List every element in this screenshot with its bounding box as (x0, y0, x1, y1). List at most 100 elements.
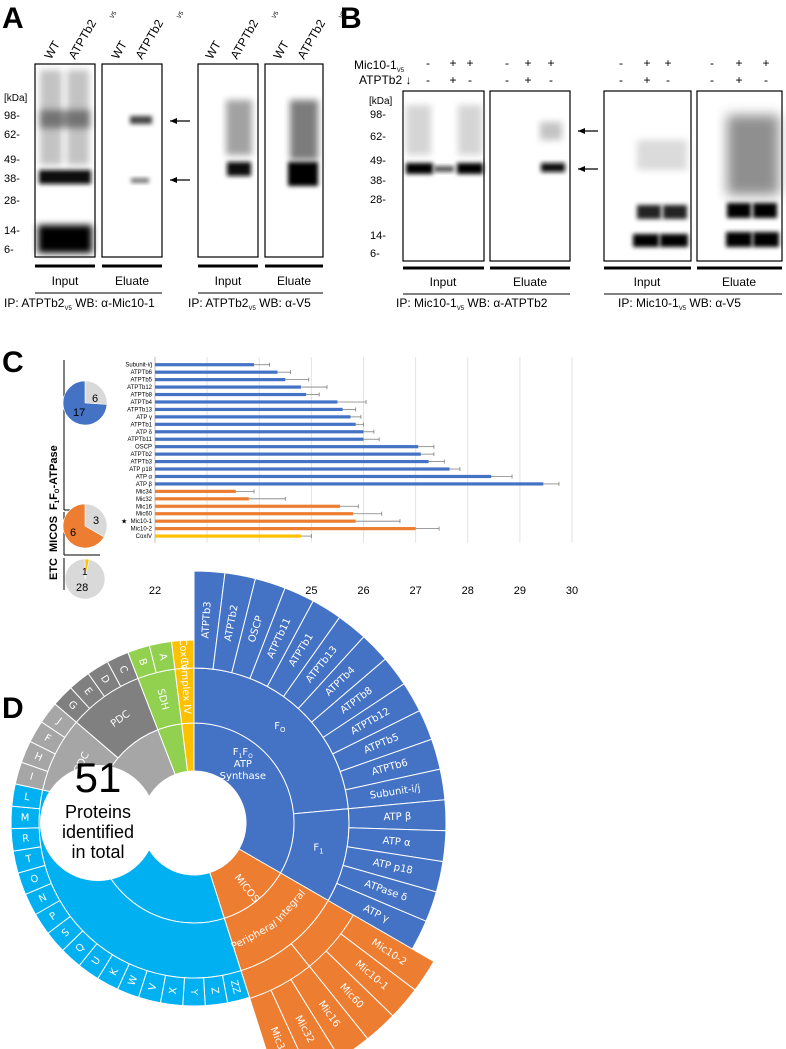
panelD-sunburst: ATPTb3 ATPTb2 OSCP ATPTb11ATPTb1ATPTb13ATPT… (10, 570, 447, 1049)
pie-slice-small (84, 503, 108, 538)
sign-row1: + (547, 56, 554, 70)
leaf-label-green: B (136, 657, 149, 667)
marker-label: 38- (370, 175, 386, 187)
label-synthase: Synthase (220, 771, 266, 782)
bar (155, 489, 236, 493)
category-label: ATPTb13 (127, 407, 153, 413)
category-label: ATP p18 (129, 467, 152, 473)
sign-row1: - (710, 56, 714, 70)
category-label: ATP γ (136, 415, 152, 421)
svg-text:Eluate: Eluate (722, 275, 756, 289)
panelA-caption-1: IP: ATPTb2V5 WB: α-Mic10-1 (4, 296, 155, 312)
panelB-signs: --+++---+++---+++---+++- (426, 56, 770, 87)
leaf-yellow (170, 639, 195, 670)
marker-label: 49- (4, 154, 20, 166)
x-tick-label: 30 (566, 585, 578, 597)
category-label: ATPTb11 (128, 437, 153, 443)
leaf-label-gray: J (54, 716, 64, 727)
label-f1fo: F1FO (233, 747, 253, 760)
center-line-2: identified (62, 822, 134, 842)
pie-slice-big (62, 380, 108, 426)
panel-letter-b: B (340, 2, 362, 35)
panelC-bar-chart: Subunit-i/jATPTb6ATPTb5ATPTb12ATPTb8ATPT… (121, 357, 578, 597)
leaf-label-cyan: Z (208, 987, 220, 995)
panelA-markers: 98- 62- 49- 38- 28- 14- 6- (4, 110, 20, 256)
sign-row2: - (764, 73, 768, 87)
bar (155, 422, 356, 426)
pie-label: 17 (73, 407, 85, 419)
sign-row1: + (643, 56, 650, 70)
category-label: OSCP (135, 445, 152, 451)
label-fo: FO (274, 721, 286, 734)
leaf-label-gray: I (28, 772, 34, 783)
lane-label-v5-sub-4: V5 (339, 10, 348, 20)
bar (155, 430, 364, 434)
lane-label-v5-sub: V5 (110, 10, 119, 20)
panelA-box-labels: Input Eluate Input Eluate (35, 264, 323, 294)
bar (155, 392, 307, 397)
bar (155, 415, 351, 419)
category-label: ATPTb3 (130, 460, 152, 466)
x-tick-label: 22 (149, 585, 161, 597)
leaf-label-gray: E (81, 686, 94, 698)
label-input-2: Input (215, 274, 242, 288)
panelB-box-labels: Input Eluate Input Eluate (403, 266, 782, 295)
marker-label: 98- (370, 109, 386, 121)
marker-label: 28- (4, 195, 20, 207)
category-label: ATP α (136, 474, 153, 480)
bar (155, 445, 419, 449)
panelA-blot-2 (101, 63, 190, 258)
category-label: Mic10-2 (131, 527, 153, 533)
leaf-label-f1: ATP α (382, 836, 411, 850)
center-line-1: Proteins (65, 802, 131, 822)
bar (155, 370, 278, 374)
leaf-label-cyan: V (147, 982, 159, 991)
group-title-etc: ETC (48, 558, 60, 580)
svg-text:Eluate: Eluate (513, 275, 547, 289)
marker-label: 49- (370, 155, 386, 167)
label-eluate-2: Eluate (277, 274, 311, 288)
leaf-label-f1: ATP β (383, 811, 411, 823)
category-label: ATPTb4 (130, 400, 152, 406)
sunburst-center: 51 Proteins identified in total (62, 754, 134, 862)
leaf-label-cyan: K (108, 966, 121, 977)
bar (155, 534, 301, 538)
label-sdh: SDH (154, 688, 170, 712)
label-eluate: Eluate (115, 274, 149, 288)
category-label: Mic10-1 (131, 519, 153, 525)
leaf-label-cyan: S (60, 927, 72, 939)
panelC-pies: 6 17 3 6 1 28 (62, 380, 108, 600)
lane-label-wt-2: WT (108, 38, 130, 62)
category-label: ATPTb1 (130, 422, 152, 428)
leaf-label-gray: C (116, 664, 129, 675)
category-label: ATP β (136, 482, 153, 488)
sign-row1: + (466, 56, 473, 70)
label-input: Input (52, 274, 79, 288)
bar (155, 504, 341, 508)
panelB-blot-4 (696, 90, 783, 262)
star-marker: ★ (121, 518, 127, 526)
sign-row1: - (619, 56, 623, 70)
sign-row1: - (505, 56, 509, 70)
bar (155, 467, 450, 471)
bar (155, 474, 492, 479)
marker-label: 28- (370, 194, 386, 206)
category-label: ATP δ (136, 430, 153, 436)
lane-label-atptb2-3: ATPTb2 (227, 17, 261, 62)
label-complex-iv: Complex IV (178, 657, 192, 715)
leaf-label-fo: ATPTb3 (200, 601, 213, 639)
sign-row1: + (762, 56, 769, 70)
pie-slice-big (62, 503, 105, 549)
sign-row2: - (426, 73, 430, 87)
panel-letter-a: A (2, 2, 24, 35)
sign-row2: + (524, 73, 531, 87)
pie-label: 6 (70, 527, 76, 539)
category-label: ATPTb2 (130, 452, 152, 458)
sign-row1: - (426, 56, 430, 70)
marker-label: 6- (4, 244, 14, 256)
arrow-head-2 (170, 177, 177, 183)
panelA-caption-2: IP: ATPTb2V5 WB: α-V5 (188, 296, 311, 312)
center-number: 51 (75, 754, 122, 801)
panelB-caption-1: IP: Mic10-1V5 WB: α-ATPTb2 (396, 296, 548, 312)
